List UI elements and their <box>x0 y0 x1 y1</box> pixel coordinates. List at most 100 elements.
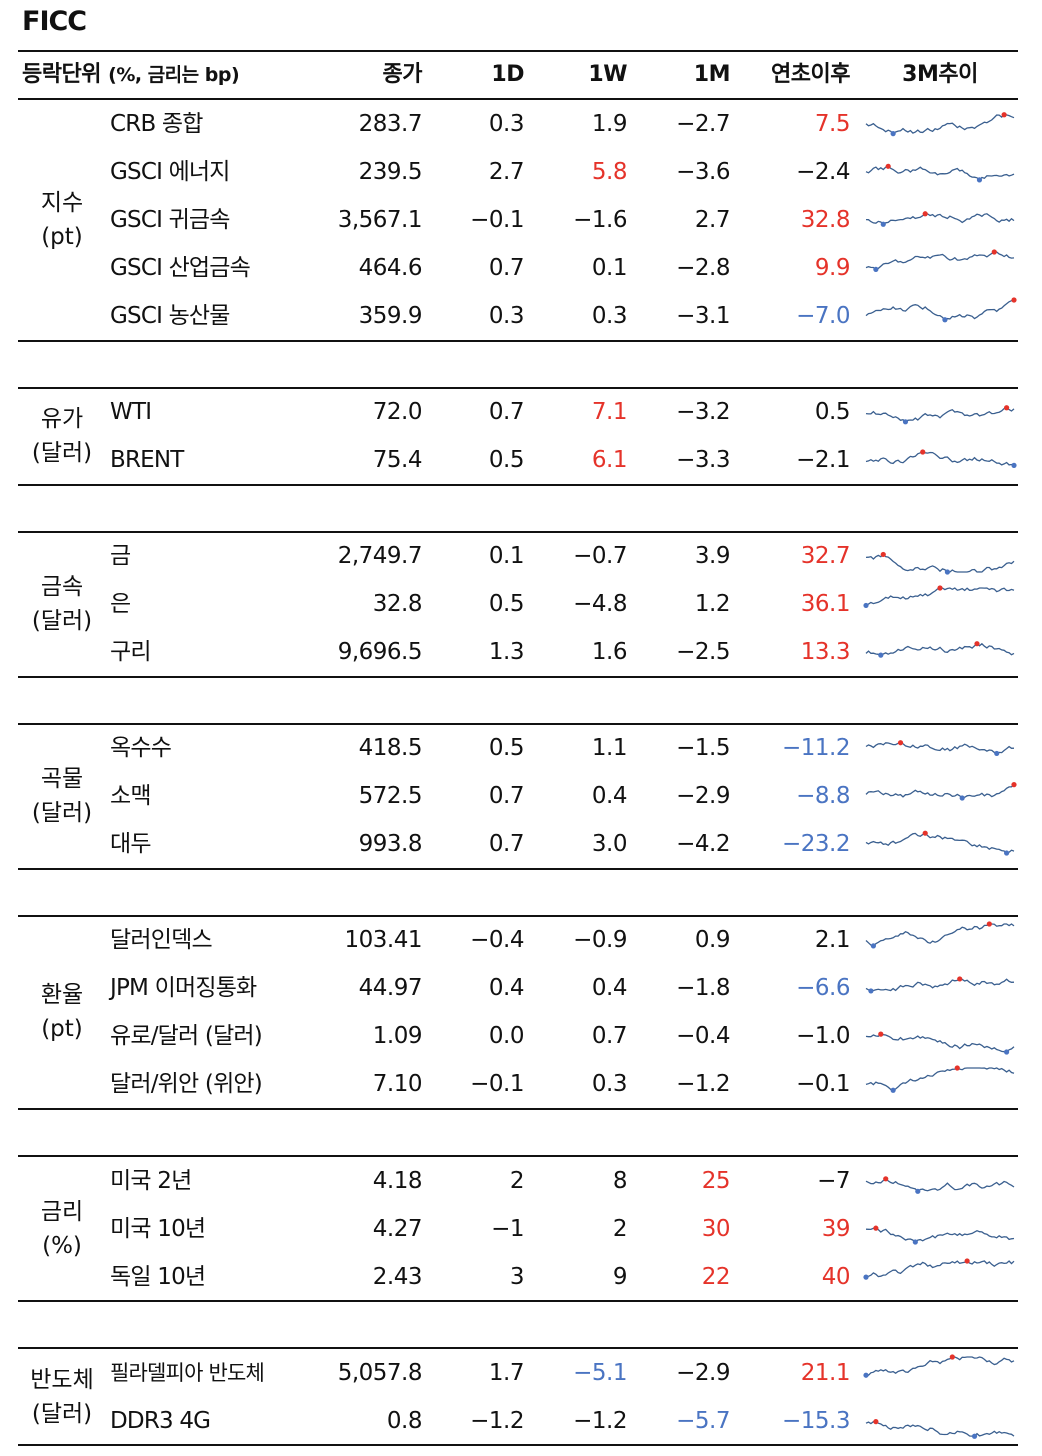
group-unit: (%) <box>42 1233 82 1259</box>
cell-w1: 0.7 <box>591 1023 628 1049</box>
cell-w1: −1.6 <box>573 207 627 233</box>
section-rule <box>18 531 1018 533</box>
cell-m1: −3.2 <box>676 399 730 425</box>
group-unit: (달러) <box>31 1401 93 1427</box>
cell-m1: −1.8 <box>676 975 730 1001</box>
cell-m1: −1.2 <box>676 1071 730 1097</box>
cell-close: 2.43 <box>372 1264 423 1290</box>
cell-ytd: −15.3 <box>782 1408 850 1434</box>
cell-close: 418.5 <box>358 735 423 761</box>
section-rule <box>18 676 1018 678</box>
row-label: CRB 종합 <box>110 111 203 137</box>
section-rule <box>18 340 1018 342</box>
section-rule <box>18 484 1018 486</box>
cell-m1: 30 <box>701 1216 731 1242</box>
cell-m1: −2.7 <box>676 111 730 137</box>
cell-ytd: 36.1 <box>800 591 851 617</box>
row-label: BRENT <box>110 447 184 473</box>
row-label: GSCI 귀금속 <box>110 207 230 233</box>
sparkline-high-marker <box>880 551 886 558</box>
group-name: 유가 <box>40 406 84 432</box>
row-label: DDR3 4G <box>110 1408 211 1434</box>
cell-m1: −1.5 <box>676 735 730 761</box>
sparkline-low-marker <box>863 1372 869 1378</box>
cell-ytd: 21.1 <box>800 1360 851 1386</box>
cell-w1: −0.9 <box>573 927 627 953</box>
sparkline-3m <box>865 297 1017 323</box>
cell-ytd: 2.1 <box>814 927 851 953</box>
header-unit-sub: (%, 금리는 bp) <box>108 64 240 86</box>
sparkline-3m <box>865 782 1017 801</box>
cell-m1: −3.3 <box>676 447 730 473</box>
sparkline-low-marker <box>944 569 950 575</box>
sparkline-high-marker <box>937 585 943 591</box>
sparkline-path <box>865 978 1015 992</box>
cell-close: 3,567.1 <box>337 207 423 233</box>
cell-m1: 2.7 <box>694 207 731 233</box>
group-unit: (달러) <box>31 440 93 466</box>
sparkline-path <box>865 299 1015 321</box>
sparkline-3m <box>865 1065 1015 1093</box>
sparkline-path <box>865 742 1015 755</box>
sparkline-path <box>865 114 1015 135</box>
sparkline-high-marker <box>873 1419 879 1425</box>
cell-ytd: 0.5 <box>814 399 851 425</box>
sparkline-3m <box>865 405 1015 425</box>
cell-m1: −2.5 <box>676 639 730 665</box>
sparkline-low-marker <box>942 317 948 323</box>
row-label: 미국 2년 <box>110 1168 192 1194</box>
sparkline-high-marker <box>922 211 928 217</box>
cell-d1: 3 <box>509 1264 525 1290</box>
cell-m1: −3.1 <box>676 303 730 329</box>
header-1d: 1D <box>491 62 524 87</box>
header-unit: 등락단위 (%, 금리는 bp) <box>22 52 240 98</box>
cell-m1: 0.9 <box>694 927 731 953</box>
cell-m1: 22 <box>701 1264 731 1290</box>
cell-close: 464.6 <box>358 255 423 281</box>
sparkline-3m <box>865 449 1017 468</box>
header-unit-label: 등락단위 <box>22 62 101 87</box>
cell-d1: −0.1 <box>470 207 524 233</box>
sparkline-low-marker <box>890 1087 896 1093</box>
sparkline-low-marker <box>902 419 909 425</box>
cell-d1: 1.3 <box>488 639 525 665</box>
header-1w: 1W <box>588 62 627 87</box>
cell-ytd: −2.1 <box>796 447 850 473</box>
cell-m1: −4.2 <box>676 831 730 857</box>
cell-w1: 7.1 <box>591 399 628 425</box>
sparkline-3m <box>865 1419 1015 1439</box>
cell-ytd: −8.8 <box>796 783 850 809</box>
header-trend: 3M추이 <box>902 62 978 87</box>
sparkline-3m <box>865 976 1015 994</box>
cell-m1: 25 <box>701 1168 731 1194</box>
cell-w1: 0.1 <box>591 255 628 281</box>
cell-m1: −0.4 <box>676 1023 730 1049</box>
cell-w1: 0.4 <box>591 783 628 809</box>
sparkline-low-marker <box>873 266 879 272</box>
row-label: 소맥 <box>110 783 152 809</box>
cell-ytd: −0.1 <box>796 1071 850 1097</box>
cell-ytd: 32.7 <box>800 543 851 569</box>
cell-close: 572.5 <box>358 783 423 809</box>
row-label: 구리 <box>110 639 152 665</box>
sparkline-low-marker <box>863 1274 869 1280</box>
section-rule <box>18 1108 1018 1110</box>
sparkline-3m <box>865 830 1015 856</box>
sparkline-3m <box>865 921 1015 949</box>
section-rule <box>18 868 1018 870</box>
sparkline-3m <box>865 641 1015 658</box>
row-label: 미국 10년 <box>110 1216 206 1242</box>
sparkline-high-marker <box>873 1225 879 1231</box>
group-label: 유가 (달러) <box>14 402 110 470</box>
cell-close: 72.0 <box>372 399 423 425</box>
cell-d1: −0.4 <box>470 927 524 953</box>
sparkline-3m <box>865 551 1015 575</box>
cell-m1: −3.6 <box>676 159 730 185</box>
cell-m1: −5.7 <box>676 1408 730 1434</box>
cell-w1: −0.7 <box>573 543 627 569</box>
page-title: FICC <box>22 6 87 37</box>
sparkline-low-marker <box>959 795 965 801</box>
cell-ytd: −2.4 <box>796 159 850 185</box>
group-label: 환율 (pt) <box>14 978 110 1046</box>
cell-m1: 1.2 <box>694 591 731 617</box>
